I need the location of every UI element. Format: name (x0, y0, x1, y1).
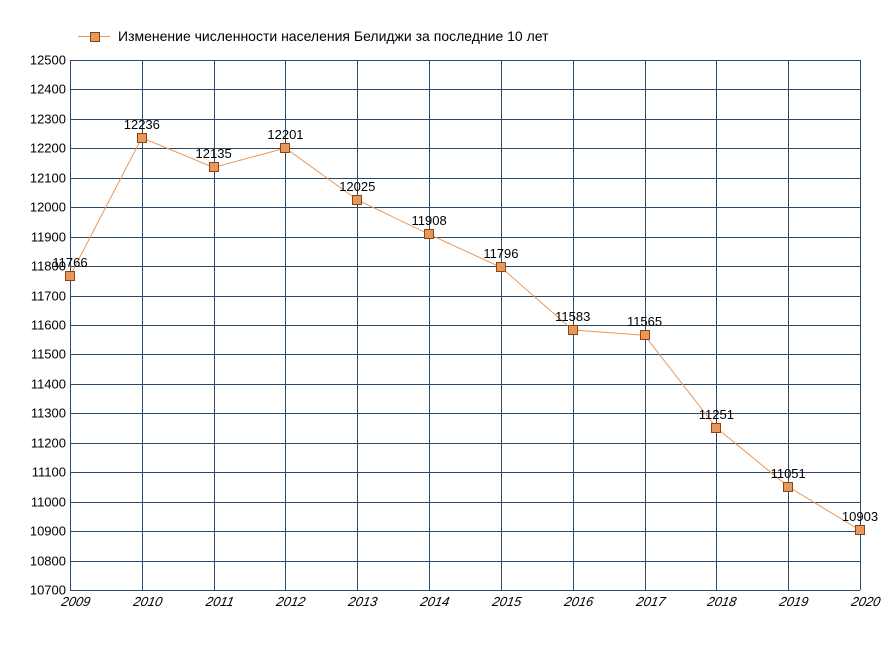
data-label: 12135 (196, 146, 232, 161)
chart-container: Изменение численности населения Белиджи … (0, 0, 884, 650)
data-point (209, 162, 219, 172)
y-axis-label: 12500 (30, 53, 66, 68)
x-axis-label: 2017 (635, 594, 667, 609)
data-point (783, 482, 793, 492)
data-label: 12025 (339, 179, 375, 194)
y-axis-label: 10800 (30, 553, 66, 568)
data-point (137, 133, 147, 143)
data-label: 11796 (483, 246, 518, 261)
x-axis-label: 2012 (276, 594, 308, 609)
y-axis-label: 10900 (30, 524, 66, 539)
data-label: 11583 (555, 309, 590, 324)
data-label: 11051 (771, 466, 806, 481)
y-axis-label: 12300 (30, 111, 66, 126)
x-axis-label: 2020 (850, 594, 882, 609)
y-axis-label: 11100 (32, 465, 66, 480)
data-label: 12201 (267, 127, 303, 142)
x-axis-label: 2014 (419, 594, 451, 609)
data-label: 10903 (842, 509, 878, 524)
x-axis-label: 2009 (60, 594, 92, 609)
y-axis-label: 11000 (31, 494, 66, 509)
x-axis-label: 2015 (491, 594, 523, 609)
data-point (496, 262, 506, 272)
data-label: 12236 (124, 117, 160, 132)
data-point (711, 423, 721, 433)
data-point (424, 229, 434, 239)
data-line (70, 60, 860, 590)
x-axis-label: 2019 (778, 594, 810, 609)
legend: Изменение численности населения Белиджи … (78, 28, 549, 44)
plot-area: 1176612236121351220112025119081179611583… (70, 60, 860, 590)
y-axis-label: 11200 (31, 435, 66, 450)
data-label: 11565 (627, 314, 662, 329)
data-label: 11766 (52, 255, 87, 270)
y-axis-label: 11300 (31, 406, 66, 421)
y-axis-label: 12400 (30, 82, 66, 97)
legend-line (78, 36, 110, 37)
x-axis-label: 2016 (563, 594, 595, 609)
y-axis-label: 12200 (30, 141, 66, 156)
x-axis-label: 2010 (132, 594, 164, 609)
data-point (352, 195, 362, 205)
y-axis-label: 12100 (30, 170, 66, 185)
y-axis-label: 11400 (31, 376, 66, 391)
x-axis-label: 2013 (347, 594, 379, 609)
legend-marker-icon (90, 32, 100, 42)
y-axis-label: 10700 (30, 583, 66, 598)
y-axis-label: 12000 (30, 200, 66, 215)
y-axis-label: 11500 (31, 347, 66, 362)
x-axis-label: 2018 (707, 594, 739, 609)
y-axis-label: 11600 (31, 318, 66, 333)
data-label: 11251 (699, 407, 734, 422)
grid-line-horizontal (70, 590, 860, 591)
legend-text: Изменение численности населения Белиджи … (118, 28, 549, 44)
data-point (280, 143, 290, 153)
data-label: 11908 (411, 213, 446, 228)
data-point (65, 271, 75, 281)
x-axis-label: 2011 (204, 594, 235, 609)
data-point (640, 330, 650, 340)
y-axis-label: 11900 (31, 229, 66, 244)
y-axis-label: 11700 (31, 288, 66, 303)
data-point (855, 525, 865, 535)
data-point (568, 325, 578, 335)
